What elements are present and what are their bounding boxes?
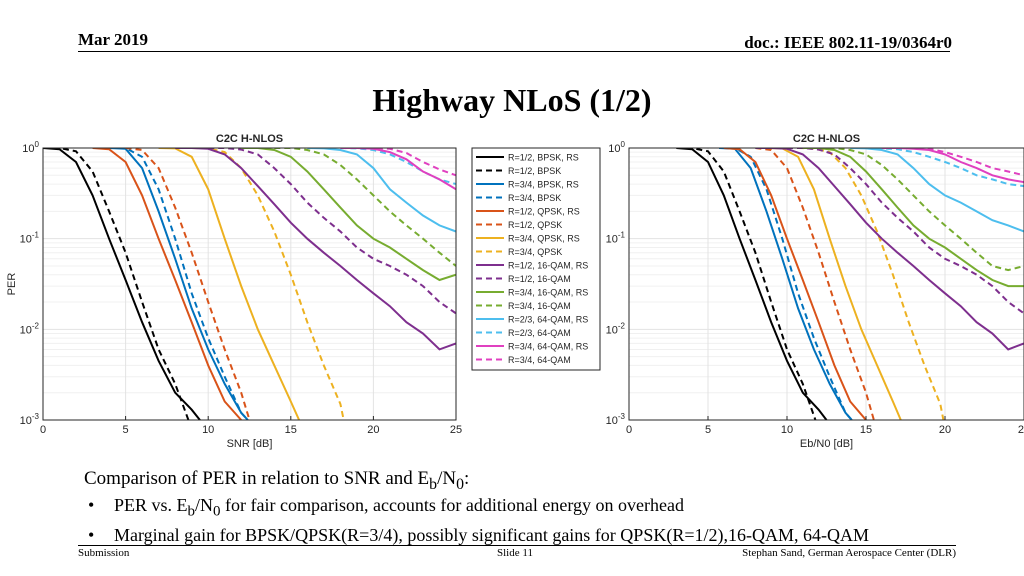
caption-sub-0: 0	[456, 475, 464, 493]
x-tick-label: 0	[40, 424, 46, 436]
series-line	[43, 148, 190, 420]
y-tick-label: 10-2	[606, 321, 626, 336]
series-line	[766, 148, 902, 420]
series-line	[158, 148, 301, 420]
bullet-item: Marginal gain for BPSK/QPSK(R=3/4), poss…	[84, 524, 869, 547]
series-line	[723, 148, 867, 420]
legend-label: R=1/2, QPSK	[508, 220, 562, 230]
x-tick-label: 5	[123, 424, 129, 436]
footer-author: Stephan Sand, German Aerospace Center (D…	[742, 547, 956, 559]
y-tick-label: 10-3	[606, 412, 626, 427]
caption: Comparison of PER in relation to SNR and…	[84, 468, 469, 494]
series-line	[191, 148, 345, 420]
caption-sub-b: b	[429, 475, 438, 493]
legend-label: R=1/2, BPSK	[508, 166, 561, 176]
legend-label: R=1/2, 16-QAM, RS	[508, 261, 588, 271]
x-axis-label: SNR [dB]	[227, 438, 273, 450]
plot-area	[43, 148, 456, 420]
header-divider	[78, 51, 950, 52]
legend-label: R=3/4, QPSK, RS	[508, 234, 580, 244]
series-line	[175, 148, 456, 351]
header-doc-id: doc.: IEEE 802.11-19/0364r0	[744, 33, 952, 52]
bullet-1-pre: PER vs. E	[114, 495, 188, 515]
series-line	[274, 148, 456, 267]
y-tick-label: 10-3	[20, 412, 40, 427]
legend-label: R=1/2, QPSK, RS	[508, 207, 580, 217]
legend-label: R=3/4, 64-QAM, RS	[508, 342, 588, 352]
x-tick-label: 25	[450, 424, 462, 436]
y-tick-label: 10-1	[606, 231, 626, 246]
bullet-1-post: for fair comparison, accounts for additi…	[220, 495, 685, 515]
series-line	[125, 148, 251, 420]
series-line	[92, 148, 242, 420]
x-tick-label: 10	[202, 424, 214, 436]
series-line	[865, 148, 1024, 188]
y-axis-label: PER	[6, 273, 18, 296]
x-tick-label: 15	[285, 424, 297, 436]
bullet-item: PER vs. Eb/N0 for fair comparison, accou…	[84, 494, 869, 524]
series-line	[798, 148, 945, 420]
bullet-1-sub-0: 0	[213, 503, 221, 520]
x-tick-label: 0	[626, 424, 632, 436]
x-tick-label: 20	[367, 424, 379, 436]
legend-label: R=3/4, QPSK	[508, 247, 562, 257]
series-line	[755, 148, 875, 420]
legend-label: R=3/4, 64-QAM	[508, 355, 571, 365]
bullet-1-sub-b: b	[187, 503, 196, 520]
x-tick-label: 25	[1018, 424, 1024, 436]
x-tick-label: 20	[939, 424, 951, 436]
series-line	[241, 148, 456, 282]
series-line	[356, 148, 456, 177]
bullet-list: PER vs. Eb/N0 for fair comparison, accou…	[84, 494, 869, 547]
x-tick-label: 15	[860, 424, 872, 436]
series-line	[676, 148, 817, 420]
legend-label: R=3/4, BPSK	[508, 193, 561, 203]
legend-label: R=1/2, 16-QAM	[508, 274, 571, 284]
caption-text: Comparison of PER in relation to SNR and…	[84, 468, 430, 489]
per-vs-ebn0-chart: 0 5 10 15 20 25 100 10-1 10-2 10-3 C2C H-NLOS Eb/N0…	[606, 133, 1024, 450]
axes-frame	[42, 147, 457, 421]
series-line	[676, 148, 828, 420]
footer-submission: Submission	[78, 547, 130, 559]
x-tick-label: 5	[705, 424, 711, 436]
footer-slide-number: Slide 11	[497, 547, 533, 559]
series-line	[109, 148, 249, 420]
series-line	[787, 148, 1024, 315]
series-line	[755, 148, 1024, 351]
axes-frame	[628, 147, 1024, 421]
legend-label: R=3/4, 16-QAM, RS	[508, 288, 588, 298]
bullet-2-text: Marginal gain for BPSK/QPSK(R=3/4), poss…	[114, 524, 869, 545]
bullet-1-mid: /N	[195, 495, 214, 515]
footer-divider	[78, 545, 956, 546]
series-line	[818, 148, 1024, 272]
series-line	[109, 148, 249, 420]
legend-label: R=3/4, BPSK, RS	[508, 180, 579, 190]
series-line	[719, 148, 853, 420]
chart-title: C2C H-NLOS	[216, 133, 283, 145]
series-group	[43, 148, 456, 420]
y-tick-label: 10-2	[20, 321, 40, 336]
legend-label: R=1/2, BPSK, RS	[508, 153, 579, 163]
caption-text-2: /N	[437, 468, 457, 489]
series-line	[307, 148, 456, 233]
y-tick-label: 100	[22, 140, 39, 155]
legend-label: R=2/3, 64-QAM, RS	[508, 315, 588, 325]
series-line	[802, 148, 1024, 288]
chart-title: C2C H-NLOS	[793, 133, 860, 145]
legend-label: R=2/3, 64-QAM	[508, 328, 571, 338]
caption-text-3: :	[464, 468, 470, 489]
series-line	[850, 148, 1024, 233]
y-tick-label: 10-1	[20, 231, 40, 246]
y-tick-label: 100	[608, 140, 625, 155]
x-tick-label: 10	[781, 424, 793, 436]
slide-title: Highway NLoS (1/2)	[372, 82, 652, 118]
series-line	[208, 148, 456, 315]
per-vs-snr-chart: 0 5 10 15 20 25 100 10-1 10-2 10-3 C2C H-NLOS SNR […	[6, 133, 601, 450]
legend-label: R=3/4, 16-QAM	[508, 301, 571, 311]
x-axis-label: Eb/N0 [dB]	[800, 438, 853, 450]
header-date: Mar 2019	[78, 30, 149, 49]
